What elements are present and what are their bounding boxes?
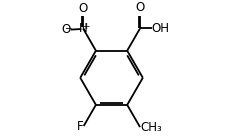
Text: CH₃: CH₃: [141, 121, 162, 134]
Text: −: −: [64, 24, 72, 33]
Text: O: O: [135, 1, 145, 14]
Text: O: O: [78, 2, 88, 15]
Text: F: F: [77, 120, 83, 133]
Text: O: O: [61, 23, 70, 36]
Text: N: N: [79, 22, 87, 35]
Text: OH: OH: [152, 22, 170, 35]
Text: +: +: [82, 22, 89, 31]
